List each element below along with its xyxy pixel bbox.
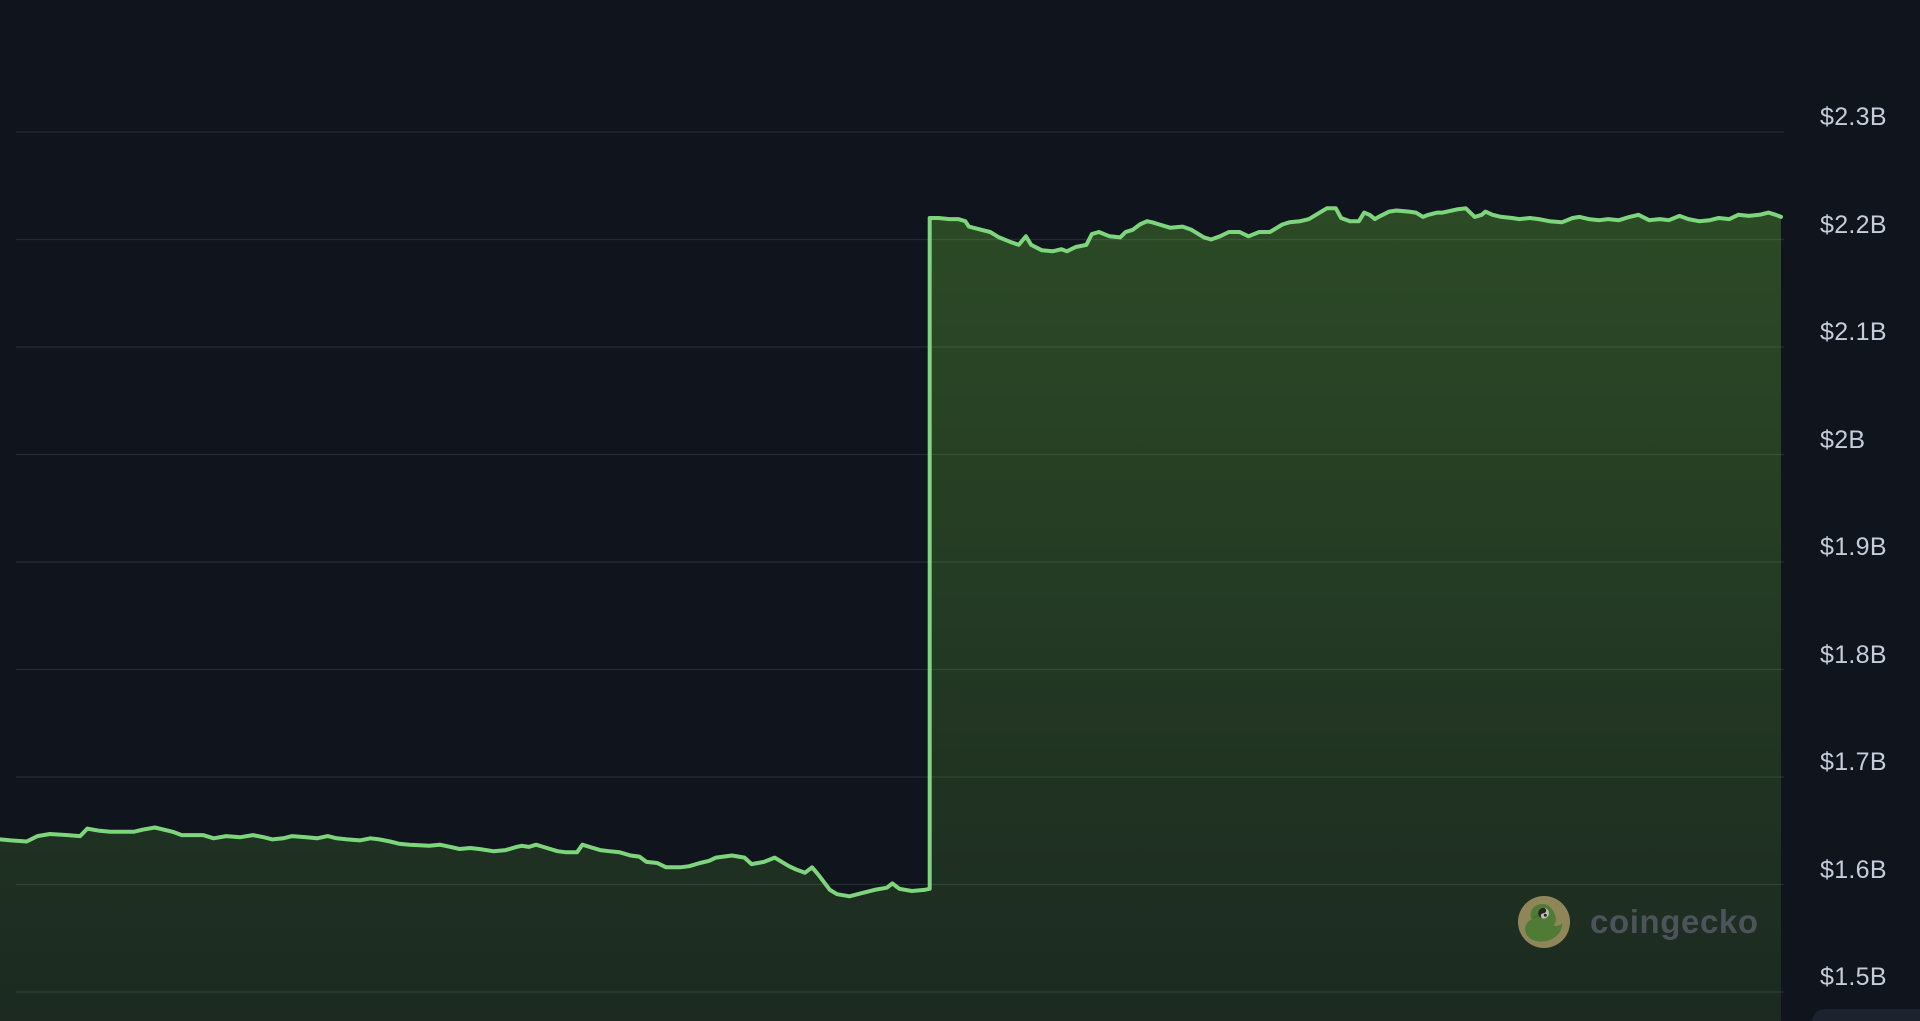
y-axis-label: $1.7B: [1820, 748, 1887, 776]
y-axis-label: $2B: [1820, 425, 1866, 454]
y-axis-label: $1.5B: [1820, 963, 1887, 991]
y-axis-label: $1.8B: [1820, 640, 1887, 669]
y-axis-label: $2.1B: [1820, 318, 1887, 346]
coingecko-wordmark: coingecko: [1590, 903, 1759, 940]
coingecko-gecko-icon: [1518, 896, 1570, 948]
price-line: [0, 206, 1783, 899]
coingecko-watermark[interactable]: coingecko: [1518, 895, 1759, 949]
y-axis-label: $2.3B: [1820, 103, 1887, 131]
area-fill: [0, 208, 1781, 1021]
y-axis-label: $1.6B: [1820, 855, 1887, 884]
y-axis-label: $2.2B: [1820, 210, 1887, 239]
bottom-right-partial-element[interactable]: [1812, 1009, 1920, 1021]
y-axis-label: $1.9B: [1820, 533, 1887, 561]
